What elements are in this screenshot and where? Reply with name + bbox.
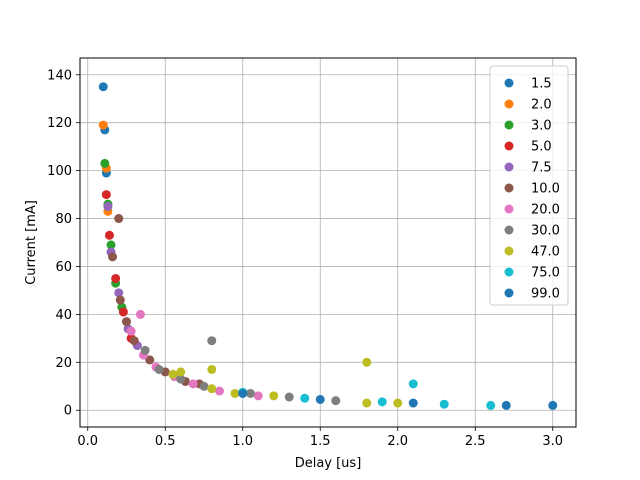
data-point [199,381,209,391]
data-point [230,388,240,398]
data-point [145,355,155,365]
series-99.0 [238,388,558,410]
legend-label: 1.5 [531,77,552,92]
legend-marker [504,162,514,172]
data-point [118,307,128,317]
data-point [101,190,111,200]
data-point [393,398,403,408]
series-20.0 [126,309,263,401]
data-point [269,391,279,401]
y-tick-label: 0 [64,404,72,419]
x-tick-label: 1.5 [310,434,331,449]
data-point [284,392,294,402]
y-tick-label: 120 [47,116,72,131]
x-tick-label: 3.0 [542,434,563,449]
data-point [207,336,217,346]
data-point [103,202,113,212]
data-point [362,398,372,408]
x-tick-label: 0.0 [77,434,98,449]
data-point [439,399,449,409]
legend-label: 47.0 [531,245,560,260]
data-point [207,384,217,394]
legend-marker [504,183,514,193]
data-point [126,326,136,336]
x-tick-label: 0.5 [155,434,176,449]
data-point [253,391,263,401]
legend-marker [504,141,514,151]
series-47.0 [168,357,403,408]
data-point [362,357,372,367]
x-tick-label: 2.5 [465,434,486,449]
data-point [108,252,118,262]
data-point [135,309,145,319]
data-point [122,317,131,327]
data-point [114,214,124,224]
data-points [98,82,558,410]
data-point [104,230,114,240]
legend-marker [504,99,514,109]
x-tick-label: 2.0 [387,434,408,449]
legend-marker [504,204,514,214]
x-axis-label: Delay [us] [295,456,362,471]
data-point [486,400,496,410]
legend-marker [504,267,514,277]
series-30.0 [140,336,341,406]
y-tick-label: 100 [47,164,72,179]
y-tick-label: 80 [55,212,72,227]
data-point [246,388,255,398]
x-tick-label: 1.0 [232,434,253,449]
data-point [176,367,186,377]
legend-marker [504,288,514,298]
legend-marker [504,225,514,235]
y-axis-label: Current [mA] [24,200,39,285]
data-point [106,240,116,250]
y-tick-label: 140 [47,68,72,83]
data-point [300,393,310,403]
series-7.5 [103,202,142,351]
data-point [408,379,418,389]
legend: 1.5 2.0 3.0 5.0 7.5 10.0 20.0 30.0 47.0 75.0 99.0 [489,65,569,306]
y-axis-ticks: 0 20 40 60 80 100 120 140 [47,68,80,419]
series-5.0 [101,190,136,343]
data-point [129,336,139,346]
data-point [377,397,387,407]
data-point [238,388,248,398]
data-point [176,374,186,384]
data-point [188,379,198,389]
legend-marker [504,246,514,256]
y-tick-label: 40 [55,308,72,323]
plot-frame [79,57,577,428]
data-point [114,288,124,298]
data-point [408,398,418,408]
legend-marker [504,78,514,88]
legend-label: 20.0 [531,203,560,218]
data-point [215,386,224,396]
data-point [100,158,110,168]
data-point [548,400,558,410]
legend-label: 10.0 [531,182,560,197]
data-point [98,82,108,92]
data-point [501,400,511,410]
y-tick-label: 20 [55,356,72,371]
legend-label: 99.0 [531,287,560,302]
legend-marker [504,120,514,130]
legend-label: 5.0 [531,140,552,155]
y-tick-label: 60 [55,260,72,275]
legend-label: 75.0 [531,266,560,281]
data-point [154,364,164,374]
data-point [98,120,108,130]
legend-label: 30.0 [531,224,560,239]
data-point [331,396,341,406]
data-point [168,369,178,379]
data-point [140,345,150,355]
data-point [207,364,217,374]
x-axis-ticks: 0.0 0.5 1.0 1.5 2.0 2.5 3.0 [77,427,563,449]
legend-label: 7.5 [531,161,552,176]
data-point [111,273,121,283]
legend-label: 3.0 [531,119,552,134]
data-point [115,295,125,305]
legend-label: 2.0 [531,98,552,113]
data-point [315,394,325,404]
